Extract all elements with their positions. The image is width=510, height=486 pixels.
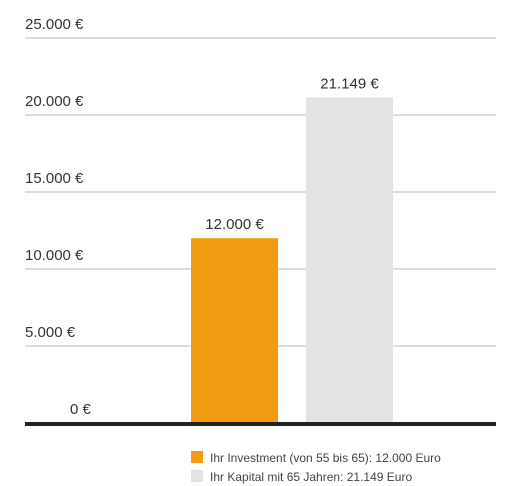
y-tick-label: 0 € bbox=[70, 401, 92, 418]
y-tick-label: 10.000 € bbox=[25, 247, 84, 264]
legend-label: Ihr Investment (von 55 bis 65): 12.000 E… bbox=[210, 451, 441, 465]
data-label: 12.000 € bbox=[205, 216, 264, 233]
legend-swatch bbox=[191, 470, 203, 482]
bar bbox=[191, 238, 278, 423]
y-tick-label: 5.000 € bbox=[25, 324, 76, 341]
bar bbox=[306, 97, 393, 424]
legend-swatch bbox=[191, 451, 203, 463]
legend-label: Ihr Kapital mit 65 Jahren: 21.149 Euro bbox=[210, 470, 412, 484]
data-label: 21.149 € bbox=[320, 75, 379, 92]
y-tick-label: 15.000 € bbox=[25, 170, 84, 187]
y-tick-label: 20.000 € bbox=[25, 93, 84, 110]
y-tick-label: 25.000 € bbox=[25, 16, 84, 33]
